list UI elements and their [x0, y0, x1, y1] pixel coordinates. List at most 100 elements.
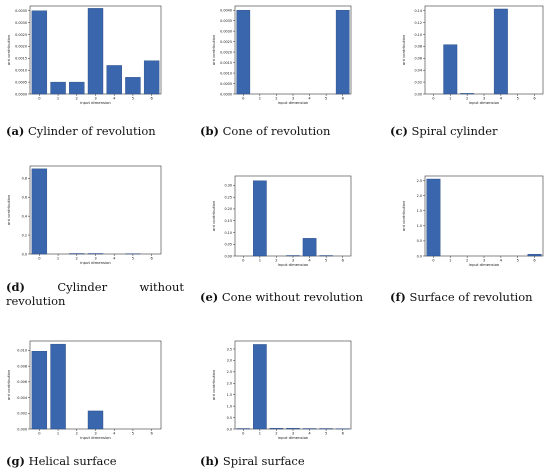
x-tick-label: 1 — [57, 97, 59, 101]
y-axis-label: ard contribution — [6, 369, 11, 400]
x-tick-label: 2 — [76, 257, 78, 261]
y-tick-label: 0.0040 — [220, 8, 232, 12]
panel-d: 0.0 0.2 0.4 0.6 0.8 0 1 2 3 4 5 6 input dimension ard… — [0, 160, 165, 268]
x-tick-label: 5 — [325, 97, 327, 101]
x-tick-label: 1 — [259, 259, 261, 263]
x-tick-label: 0 — [38, 257, 41, 261]
plot-frame — [234, 5, 352, 95]
chart-e: 0.00 0.05 0.10 0.15 0.20 0.25 0.30 0 1 2 3 4 5 6 input… — [211, 175, 352, 267]
caption-e: (e) Cone without revolution — [200, 290, 364, 304]
y-tick-label: 0.8 — [22, 177, 27, 181]
x-tick-label: 2 — [275, 259, 277, 263]
y-tick-label: 0.10 — [224, 231, 232, 235]
x-tick-label: 2 — [275, 432, 277, 436]
x-tick-label: 6 — [342, 432, 345, 436]
x-tick-label: 0 — [38, 97, 41, 101]
y-tick-label: 0.002 — [17, 412, 27, 416]
bar-6 — [143, 60, 160, 95]
x-axis-label: input dimension — [80, 260, 111, 265]
y-tick-label: 0.0005 — [15, 80, 27, 84]
y-tick-label: 0.0035 — [15, 9, 27, 13]
x-axis-label: input dimension — [278, 262, 309, 267]
y-tick-label: 3.5 — [227, 347, 232, 351]
plot-frame — [29, 165, 162, 255]
chart-c: 0.00 0.02 0.04 0.06 0.08 0.10 0.12 0.14 0 1 2 3 4 5 6 i… — [401, 5, 544, 105]
x-tick-label: 0 — [242, 97, 245, 101]
y-tick-label: 0.0010 — [220, 71, 232, 75]
x-axis-label: input dimension — [80, 435, 111, 440]
chart-d: 0.0 0.2 0.4 0.6 0.8 0 1 2 3 4 5 6 input dimension ard… — [6, 165, 162, 265]
y-tick-label: 2.0 — [227, 382, 232, 386]
y-tick-label: 0.000 — [17, 427, 27, 431]
x-tick-label: 6 — [342, 259, 345, 263]
y-tick-label: 0.0000 — [220, 92, 232, 96]
y-tick-label: 0.0000 — [15, 92, 27, 96]
y-tick-label: 0.0015 — [15, 57, 27, 61]
x-tick-label: 4 — [308, 259, 311, 263]
y-tick-label: 0.010 — [17, 349, 27, 353]
x-tick-label: 1 — [449, 259, 451, 263]
chart-f: 0.0 0.5 1.0 1.5 2.0 2.5 0 1 2 3 4 5 6 input dimension… — [401, 175, 544, 267]
y-tick-label: 0.004 — [17, 396, 27, 400]
x-tick-label: 5 — [517, 97, 519, 101]
x-tick-label: 1 — [259, 432, 261, 436]
chart-b: 0.0000 0.0005 0.0010 0.0015 0.0020 0.0025 0.00… — [211, 5, 352, 105]
caption-c: (c) Spiral cylinder — [390, 124, 498, 138]
y-tick-label: 0.006 — [17, 380, 27, 384]
x-tick-label: 0 — [38, 432, 41, 436]
bar-3 — [286, 428, 300, 430]
y-tick-label: 0.008 — [17, 364, 27, 368]
y-axis-label: ard contribution — [211, 34, 216, 65]
y-tick-label: 0.0025 — [15, 33, 27, 37]
x-tick-label: 4 — [113, 257, 116, 261]
x-tick-label: 5 — [132, 257, 134, 261]
plot-frame — [234, 175, 352, 257]
y-tick-label: 0.0015 — [220, 61, 232, 65]
x-tick-label: 5 — [132, 97, 134, 101]
panel-c: 0.00 0.02 0.04 0.06 0.08 0.10 0.12 0.14 0 1 2 3 4 5 6 i… — [395, 0, 547, 108]
bar-3 — [87, 8, 104, 95]
y-tick-label: 0.0020 — [220, 50, 232, 54]
y-tick-label: 1.0 — [227, 404, 232, 408]
x-tick-label: 2 — [76, 97, 78, 101]
x-tick-label: 3 — [94, 97, 96, 101]
x-tick-label: 3 — [94, 432, 96, 436]
bar-6 — [335, 9, 350, 95]
y-tick-label: 0.5 — [227, 416, 232, 420]
y-tick-label: 0.20 — [224, 207, 232, 211]
y-tick-label: 0.10 — [414, 33, 422, 37]
y-tick-label: 1.0 — [417, 224, 422, 228]
x-tick-label: 4 — [308, 97, 311, 101]
plot-frame — [424, 5, 544, 95]
y-axis-label: ard contribution — [6, 34, 11, 65]
y-axis-label: ard contribution — [211, 369, 216, 400]
y-tick-label: 0.05 — [224, 243, 232, 247]
y-tick-label: 0.08 — [414, 45, 422, 49]
chart-g: 0.000 0.002 0.004 0.006 0.008 0.010 0 1 2 3 4 5 6 inp… — [6, 340, 162, 440]
y-tick-label: 0.12 — [414, 21, 422, 25]
bar-0 — [31, 168, 48, 255]
y-tick-label: 0.0005 — [220, 82, 232, 86]
x-tick-label: 2 — [466, 259, 468, 263]
x-tick-label: 6 — [150, 257, 153, 261]
plot-frame — [424, 175, 544, 257]
y-axis-label: ard contribution — [401, 34, 406, 65]
x-tick-label: 0 — [432, 259, 435, 263]
bar-2 — [69, 81, 85, 95]
x-tick-label: 3 — [292, 97, 294, 101]
x-tick-label: 4 — [308, 432, 311, 436]
bar-0 — [31, 351, 48, 430]
x-tick-label: 5 — [325, 259, 327, 263]
x-tick-label: 4 — [113, 432, 116, 436]
y-tick-label: 0.0 — [417, 254, 422, 258]
x-tick-label: 0 — [242, 259, 245, 263]
x-tick-label: 0 — [432, 97, 435, 101]
y-tick-label: 0.0 — [22, 252, 27, 256]
x-tick-label: 3 — [483, 97, 485, 101]
bar-1 — [50, 343, 66, 430]
panel-g: 0.000 0.002 0.004 0.006 0.008 0.010 0 1 2 3 4 5 6 inp… — [0, 335, 165, 443]
x-tick-label: 5 — [517, 259, 519, 263]
y-tick-label: 2.5 — [417, 179, 422, 183]
y-tick-label: 0.14 — [414, 9, 422, 13]
x-tick-label: 1 — [259, 97, 261, 101]
